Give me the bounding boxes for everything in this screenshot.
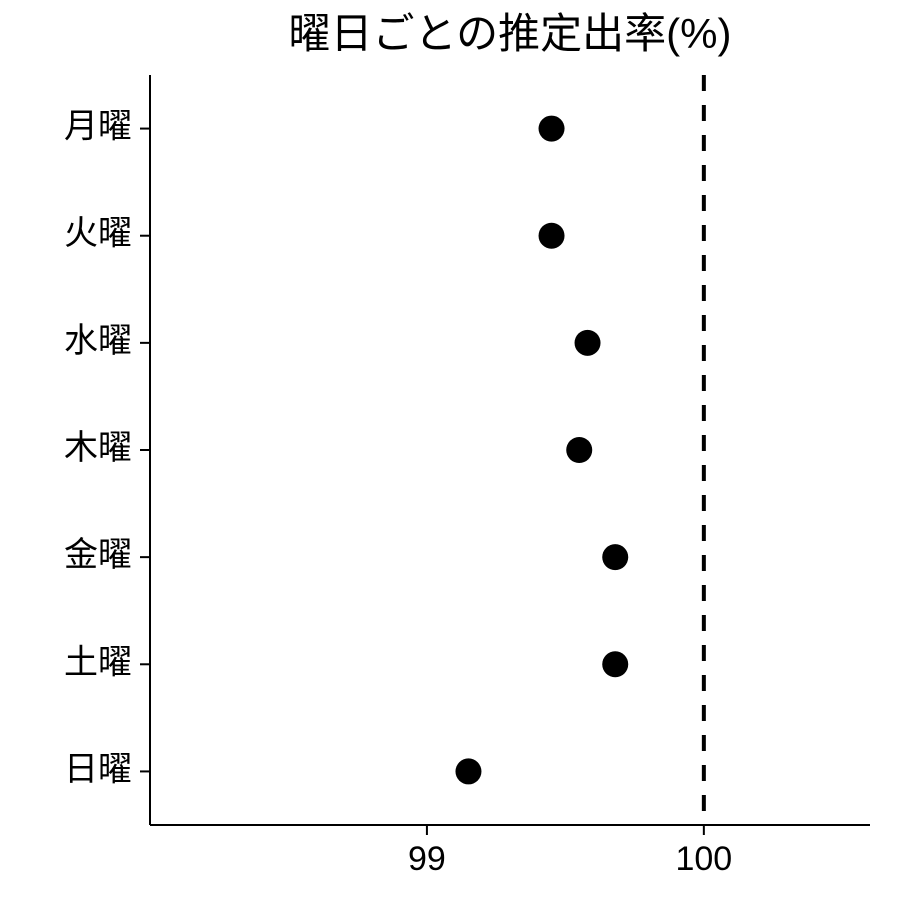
data-point	[455, 758, 481, 784]
data-point	[566, 437, 592, 463]
y-tick-label: 月曜	[64, 108, 132, 146]
dotplot-chart: 曜日ごとの推定出率(%) 月曜火曜水曜木曜金曜土曜日曜 99 100	[0, 0, 900, 900]
data-point	[602, 544, 628, 570]
data-point	[539, 116, 565, 142]
y-tick-label: 日曜	[64, 750, 132, 788]
x-tick-label: 99	[408, 840, 446, 878]
x-tick-label: 100	[675, 840, 732, 878]
chart-bg	[0, 0, 900, 900]
y-tick-label: 火曜	[64, 215, 132, 253]
data-point	[602, 651, 628, 677]
chart-title: 曜日ごとの推定出率(%)	[289, 10, 732, 57]
y-tick-label: 金曜	[64, 536, 132, 574]
data-point	[575, 330, 601, 356]
data-point	[539, 223, 565, 249]
chart-container: 曜日ごとの推定出率(%) 月曜火曜水曜木曜金曜土曜日曜 99 100	[0, 0, 900, 900]
y-tick-label: 水曜	[64, 322, 132, 360]
y-tick-label: 木曜	[64, 429, 132, 467]
y-tick-label: 土曜	[64, 643, 132, 681]
